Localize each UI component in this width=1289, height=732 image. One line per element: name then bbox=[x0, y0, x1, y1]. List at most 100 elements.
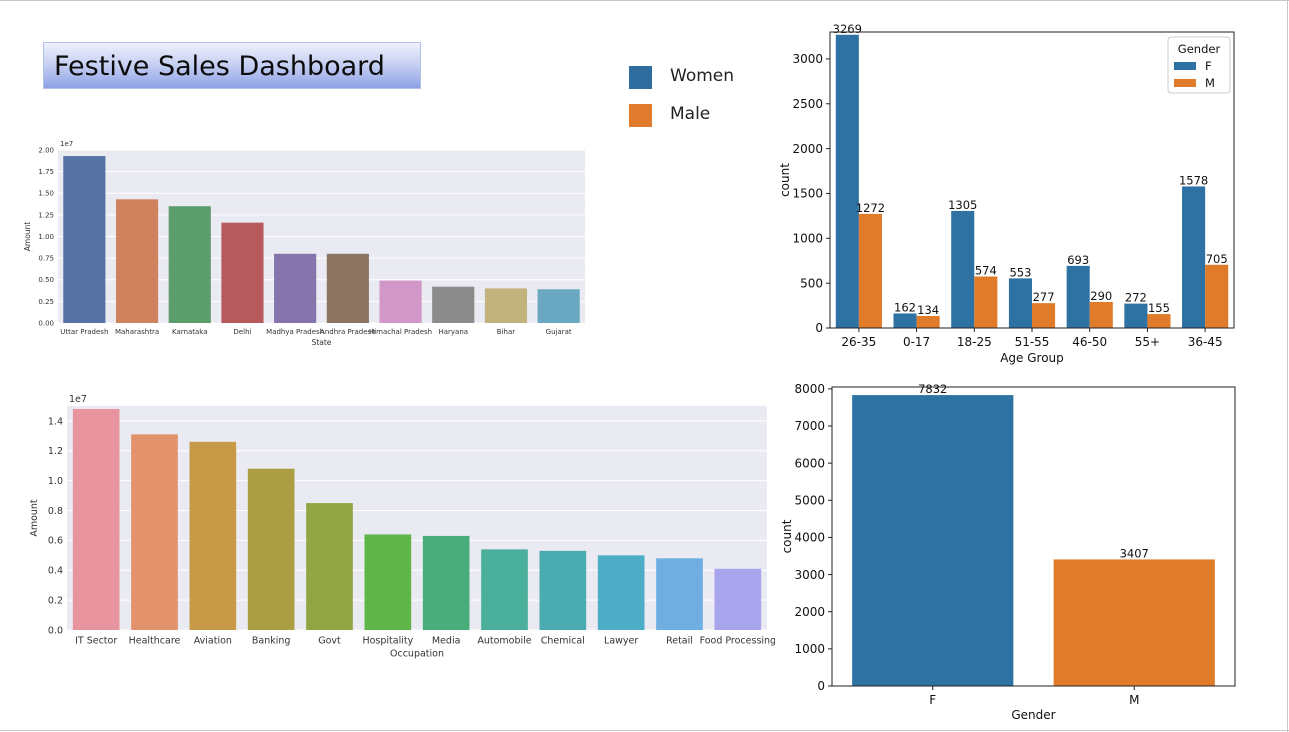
y-tick-label: 3000 bbox=[794, 568, 825, 582]
y-tick-label: 5000 bbox=[794, 493, 825, 507]
x-tick-label: Gujarat bbox=[546, 328, 572, 336]
x-tick-label: Delhi bbox=[233, 328, 251, 336]
y-axis-label: Amount bbox=[29, 499, 40, 537]
y-tick-label: 1.00 bbox=[38, 233, 54, 241]
y-tick-label: 2500 bbox=[792, 97, 823, 111]
y-tick-label: 0.25 bbox=[38, 298, 54, 306]
gender-count-chart: 0 1000 2000 3000 4000 5000 6000 7000 8000 7832 F 34… bbox=[780, 382, 1236, 722]
data-label: 155 bbox=[1148, 301, 1170, 315]
x-tick-label: Maharashtra bbox=[115, 328, 159, 336]
bar-andhra-pradesh bbox=[326, 253, 369, 323]
bar-m-36-45 bbox=[1205, 264, 1229, 328]
data-label: 553 bbox=[1009, 265, 1031, 279]
frame-top-border bbox=[0, 0, 1289, 1]
bar-food-processing bbox=[714, 568, 762, 630]
bar-himachal-pradesh bbox=[379, 280, 422, 323]
data-label: 574 bbox=[975, 264, 997, 278]
bar-f-51-55 bbox=[1008, 278, 1032, 328]
y-scale-label: 1e7 bbox=[60, 140, 73, 148]
y-tick-label: 0.8 bbox=[48, 506, 63, 517]
data-label: 693 bbox=[1067, 253, 1089, 267]
x-tick-label: Healthcare bbox=[129, 636, 181, 647]
bar-media bbox=[422, 535, 470, 630]
x-tick-label: IT Sector bbox=[75, 636, 117, 647]
y-tick-label: 2.00 bbox=[38, 146, 54, 154]
x-tick-label: Food Processing bbox=[700, 636, 775, 647]
x-tick-label: Madhya Pradesh bbox=[266, 328, 324, 336]
dashboard-title: Festive Sales Dashboard bbox=[54, 51, 385, 82]
bar-f bbox=[852, 395, 1014, 686]
y-tick-label: 1500 bbox=[792, 187, 823, 201]
data-label: 1578 bbox=[1179, 173, 1208, 187]
bar-lawyer bbox=[597, 555, 645, 630]
frame-right-border bbox=[1287, 0, 1288, 732]
data-label: 3407 bbox=[1120, 546, 1149, 560]
bar-retail bbox=[656, 558, 703, 630]
x-axis-label: State bbox=[312, 338, 332, 347]
legend-label-m: M bbox=[1205, 76, 1215, 90]
bar-m-26-35 bbox=[858, 213, 882, 328]
x-tick-label: Aviation bbox=[194, 636, 232, 647]
legend-label-women: Women bbox=[670, 66, 735, 86]
y-tick-label: 0.4 bbox=[48, 566, 63, 577]
y-tick-label: 0 bbox=[815, 321, 823, 335]
bar-maharashtra bbox=[115, 199, 159, 323]
x-tick-label: Retail bbox=[666, 636, 693, 647]
y-tick-label: 1.25 bbox=[38, 211, 54, 219]
bar-aviation bbox=[189, 441, 237, 630]
legend-label-f: F bbox=[1205, 59, 1212, 73]
data-label: 272 bbox=[1125, 291, 1147, 305]
y-tick-label: 0.75 bbox=[38, 255, 54, 263]
x-tick-label: 46-50 bbox=[1072, 335, 1107, 349]
x-tick-label: 55+ bbox=[1135, 335, 1160, 349]
y-tick-label: 500 bbox=[800, 276, 823, 290]
x-tick-label: Chemical bbox=[541, 636, 585, 647]
data-label: 290 bbox=[1090, 289, 1112, 303]
bar-f-36-45 bbox=[1182, 186, 1206, 328]
bar-banking bbox=[247, 468, 295, 630]
x-tick-label: Lawyer bbox=[604, 636, 638, 647]
data-label: 3269 bbox=[833, 22, 862, 36]
data-label: 705 bbox=[1206, 252, 1228, 266]
x-tick-label: Hospitality bbox=[362, 636, 413, 647]
legend-swatch-f bbox=[1174, 62, 1196, 70]
y-tick-label: 4000 bbox=[794, 531, 825, 545]
x-tick-label: Automobile bbox=[477, 636, 531, 647]
y-tick-label: 6000 bbox=[794, 456, 825, 470]
x-tick-label: Media bbox=[432, 636, 461, 647]
data-label: 1272 bbox=[856, 201, 885, 215]
bar-it-sector bbox=[72, 408, 120, 630]
state-amount-chart: 0.00 0.25 0.50 0.75 1.00 1.25 1.50 1.75 2.00 1e7 U… bbox=[23, 140, 585, 347]
x-axis-label: Age Group bbox=[1000, 351, 1064, 365]
legend-swatch-women bbox=[629, 66, 652, 89]
data-label: 7832 bbox=[918, 382, 947, 396]
y-tick-label: 1000 bbox=[794, 642, 825, 656]
y-tick-label: 7000 bbox=[794, 419, 825, 433]
y-axis-label: count bbox=[778, 163, 792, 197]
x-tick-label: 0-17 bbox=[903, 335, 930, 349]
y-tick-label: 0.0 bbox=[48, 625, 63, 636]
y-tick-label: 0.50 bbox=[38, 276, 54, 284]
bar-f-0-17 bbox=[893, 313, 917, 328]
age-group-count-chart: 0 500 1000 1500 2000 2500 3000 3269 1272 26-35 162… bbox=[778, 22, 1235, 365]
y-tick-label: 0.6 bbox=[48, 536, 63, 547]
bar-f-26-35 bbox=[835, 34, 859, 328]
legend-swatch-male bbox=[629, 104, 652, 127]
data-label: 277 bbox=[1033, 290, 1055, 304]
data-label: 162 bbox=[894, 300, 916, 314]
x-tick-label: Himachal Pradesh bbox=[369, 328, 432, 336]
y-tick-label: 1.0 bbox=[48, 476, 63, 487]
bar-bihar bbox=[484, 288, 528, 323]
dashboard-title-box: Festive Sales Dashboard bbox=[43, 42, 421, 89]
bar-m-46-50 bbox=[1089, 301, 1113, 328]
x-axis-label: Gender bbox=[1011, 708, 1055, 722]
y-tick-label: 8000 bbox=[794, 382, 825, 396]
y-tick-label: 1.75 bbox=[38, 168, 54, 176]
bar-m-0-17 bbox=[916, 315, 940, 328]
x-axis-label: Occupation bbox=[390, 649, 444, 660]
bar-m bbox=[1053, 559, 1215, 686]
y-axis-label: Amount bbox=[23, 222, 32, 252]
plot-background bbox=[67, 406, 767, 630]
y-scale-label: 1e7 bbox=[69, 394, 87, 405]
x-tick-label: Haryana bbox=[438, 328, 468, 336]
